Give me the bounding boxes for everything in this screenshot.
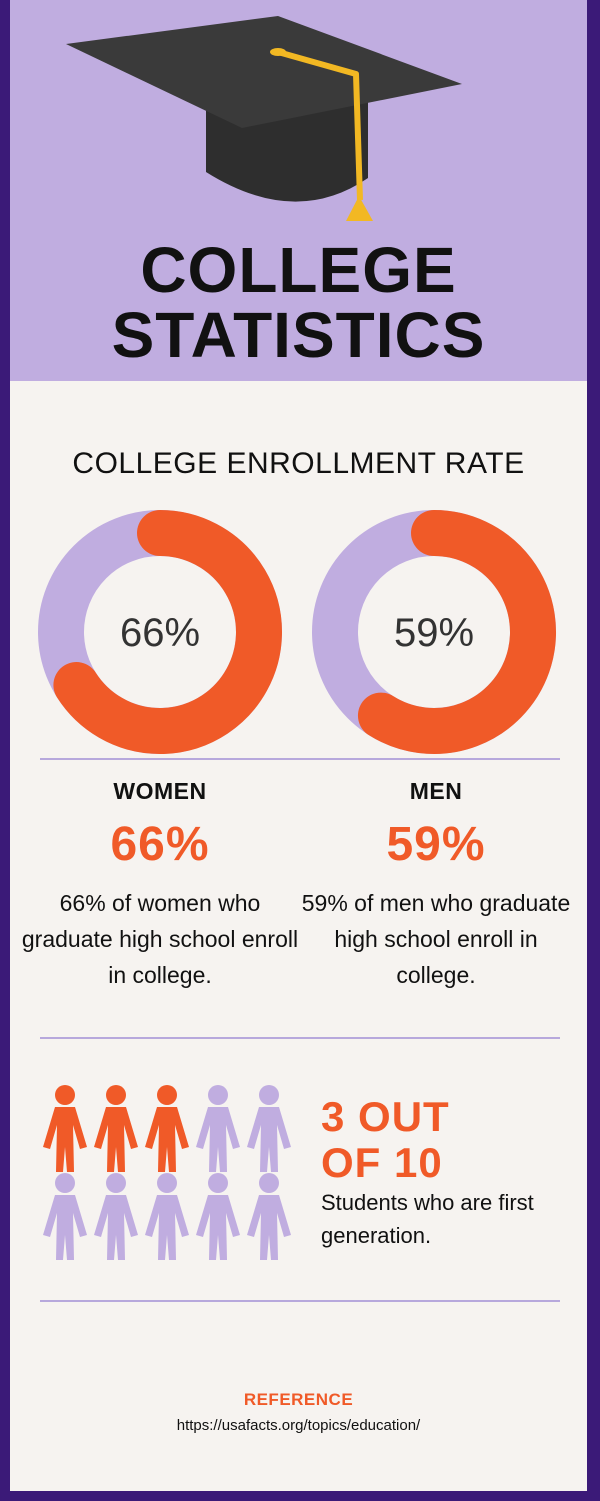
- title-line-2: STATISTICS: [111, 299, 486, 371]
- divider: [40, 758, 560, 760]
- women-label: WOMEN: [113, 778, 207, 804]
- divider: [40, 1300, 560, 1302]
- women-donut: 66%: [38, 510, 282, 754]
- men-donut-arc: [357, 510, 556, 754]
- enrollment-heading: COLLEGE ENROLLMENT RATE: [72, 447, 525, 480]
- person-icon: [43, 1085, 87, 1172]
- person-icon: [43, 1173, 87, 1260]
- women-description: 66% of women who graduate high school en…: [21, 890, 299, 988]
- graduation-cap-icon: [66, 16, 462, 221]
- first-gen-headline-line-2: OF 10: [321, 1139, 443, 1186]
- women-column: WOMEN 66% 66% of women who graduate high…: [20, 778, 300, 993]
- first-gen-headline-line-1: 3 OUT: [321, 1093, 450, 1140]
- person-icon: [94, 1173, 138, 1260]
- reference-url[interactable]: https://usafacts.org/topics/education/: [176, 1417, 421, 1434]
- women-percent: 66%: [110, 818, 210, 871]
- men-donut-label: 59%: [394, 611, 474, 655]
- reference-label: REFERENCE: [243, 1390, 354, 1409]
- divider: [40, 1037, 560, 1039]
- infographic: COLLEGE STATISTICS COLLEGE ENROLLMENT RA…: [10, 0, 587, 1491]
- first-gen-description: Students who are first generation.: [321, 1190, 534, 1248]
- enrollment-donuts: 66% 59%: [38, 510, 556, 754]
- women-donut-arc: [53, 510, 282, 754]
- title-banner: COLLEGE STATISTICS: [10, 0, 587, 381]
- men-column: MEN 59% 59% of men who graduate high sch…: [296, 778, 576, 993]
- men-percent: 59%: [386, 818, 486, 871]
- person-icon: [196, 1085, 240, 1172]
- person-icon: [247, 1173, 291, 1260]
- person-icon: [94, 1085, 138, 1172]
- person-icon: [247, 1085, 291, 1172]
- men-donut: 59%: [312, 510, 556, 754]
- person-icon: [145, 1085, 189, 1172]
- title-line-1: COLLEGE: [140, 234, 457, 306]
- person-icon: [145, 1173, 189, 1260]
- first-gen-headline: 3 OUT OF 10: [321, 1094, 450, 1186]
- men-label: MEN: [409, 778, 463, 804]
- women-donut-label: 66%: [120, 611, 200, 655]
- people-pictogram: [43, 1085, 291, 1260]
- men-description: 59% of men who graduate high school enro…: [301, 890, 571, 988]
- person-icon: [196, 1173, 240, 1260]
